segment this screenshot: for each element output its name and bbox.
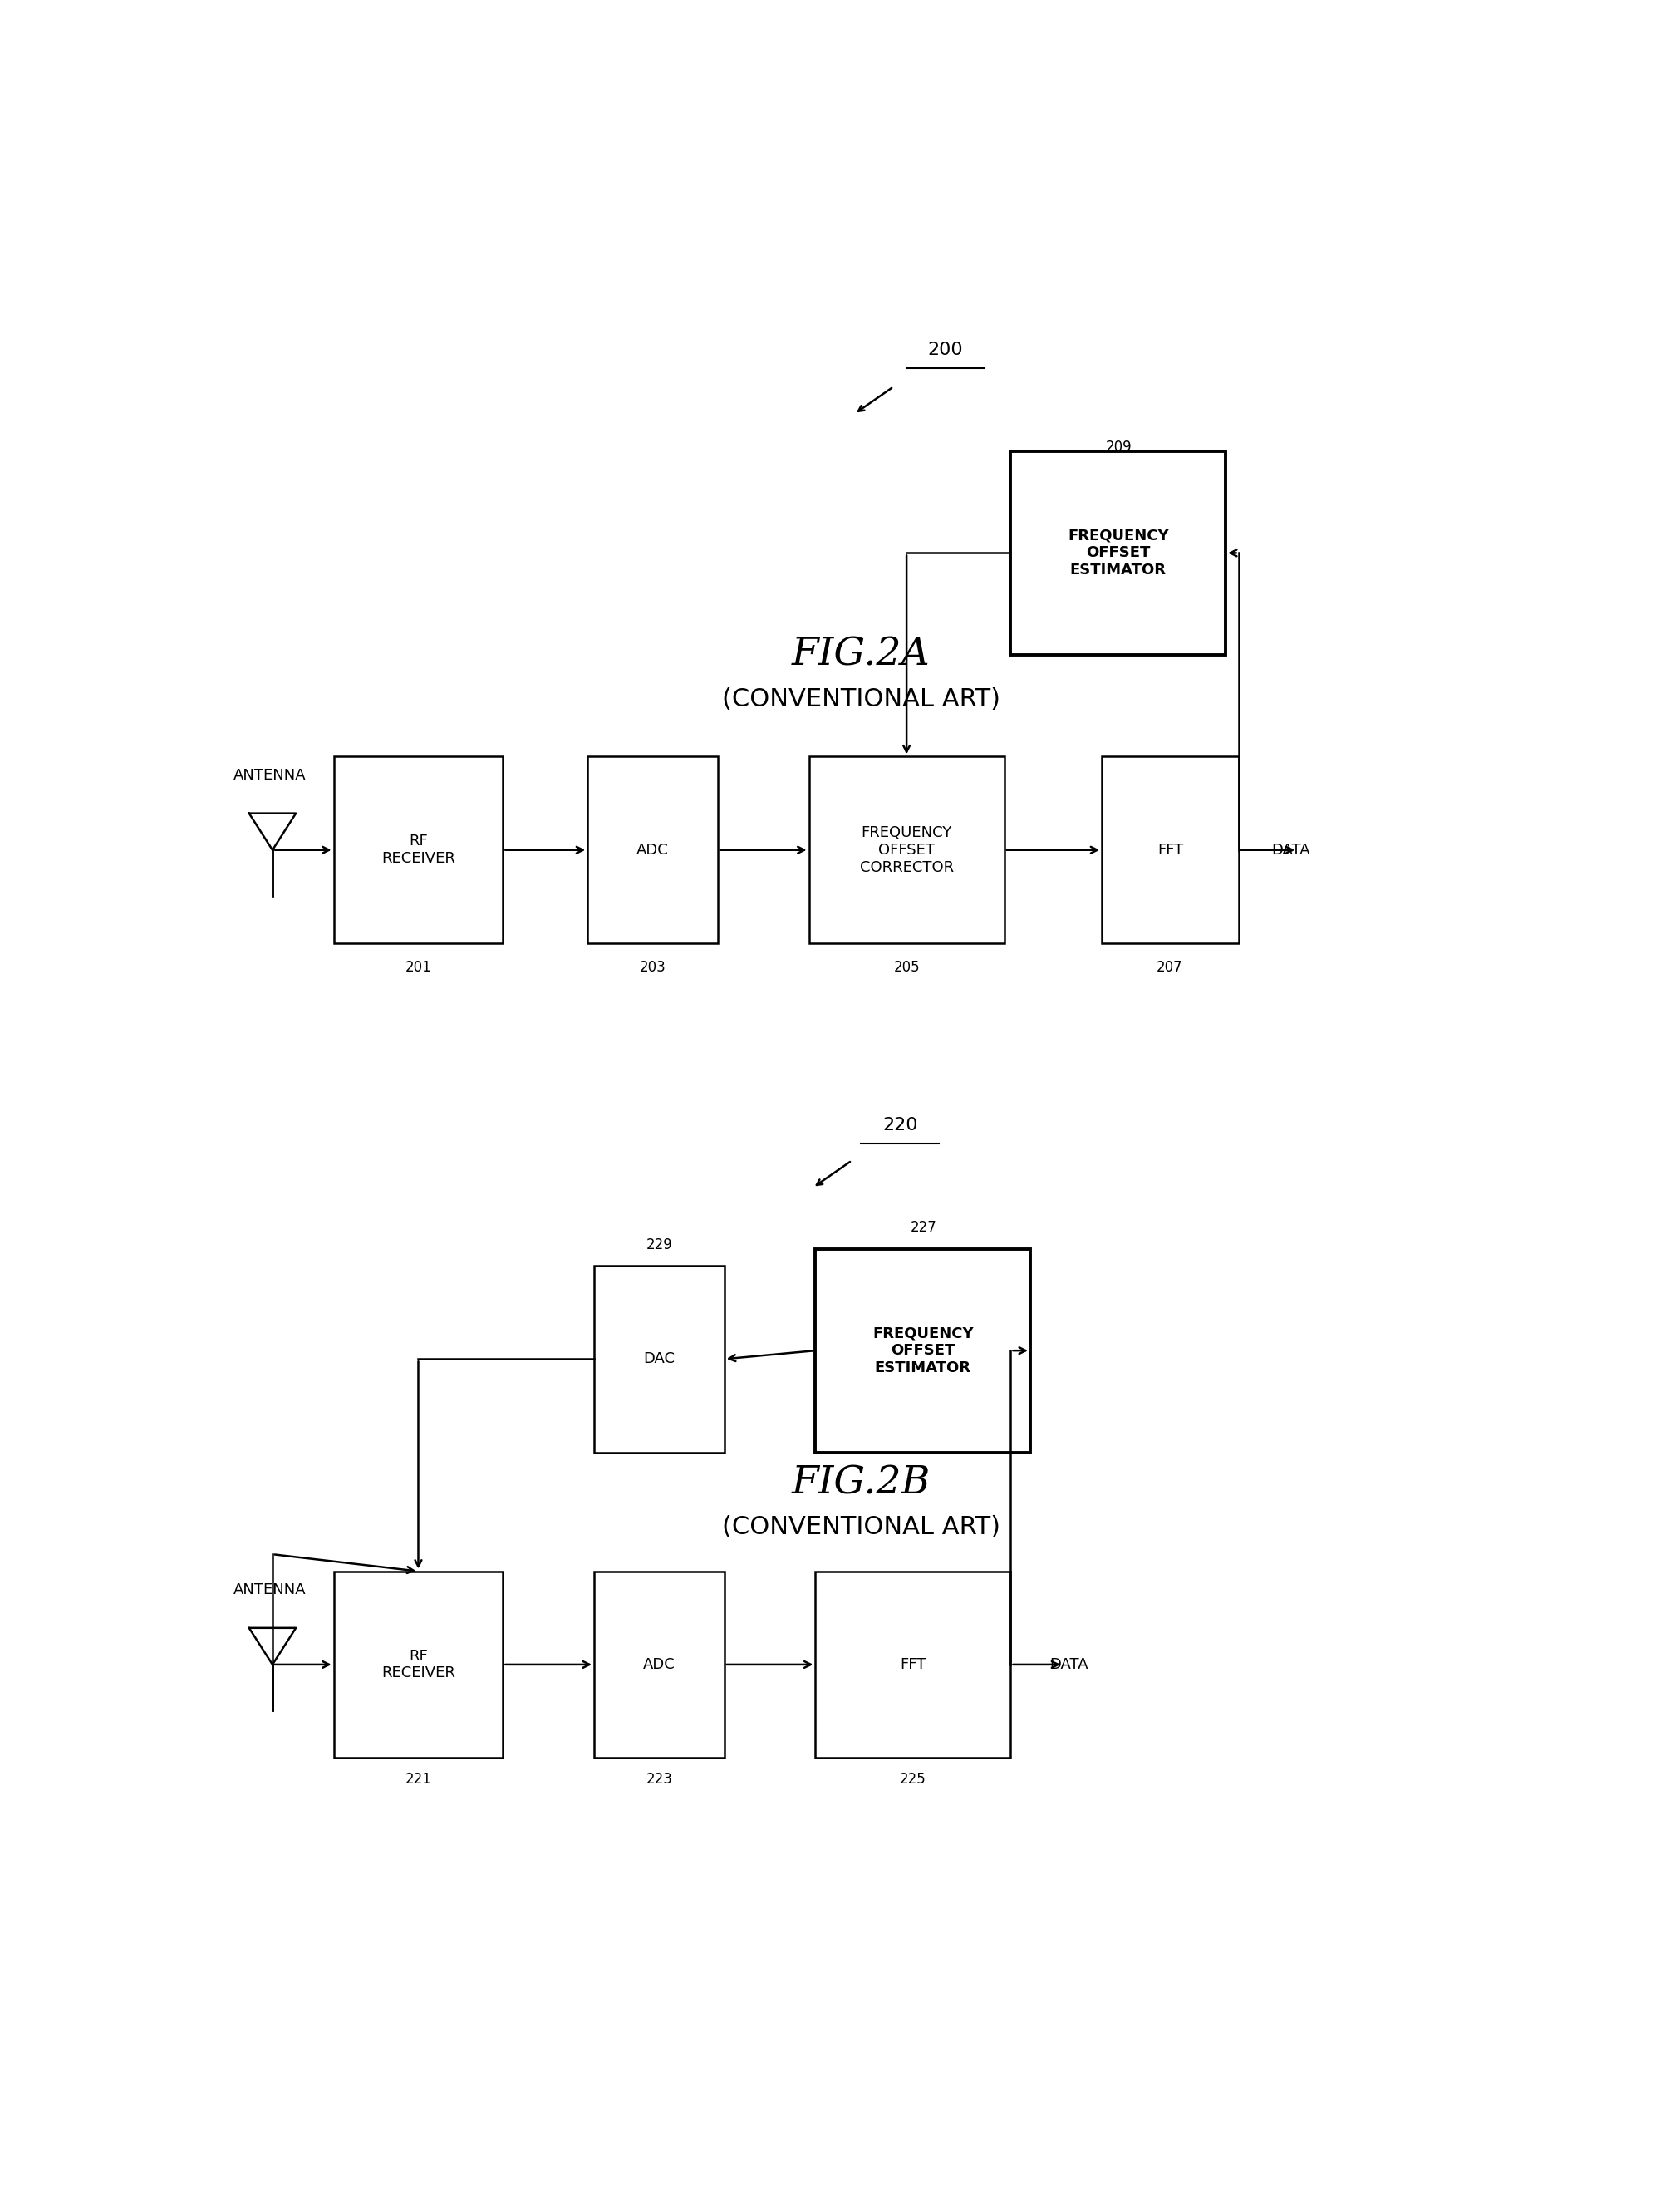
- Text: DATA: DATA: [1050, 1657, 1089, 1673]
- Text: 203: 203: [640, 961, 665, 974]
- Text: (CONVENTIONAL ART): (CONVENTIONAL ART): [722, 688, 1000, 712]
- Text: 223: 223: [645, 1772, 672, 1787]
- Bar: [815, 1250, 1030, 1452]
- Text: ADC: ADC: [637, 842, 669, 857]
- Text: 220: 220: [882, 1117, 917, 1133]
- Text: FIG.2B: FIG.2B: [791, 1463, 931, 1501]
- Text: FREQUENCY
OFFSET
ESTIMATOR: FREQUENCY OFFSET ESTIMATOR: [1067, 529, 1169, 577]
- Text: FIG.2A: FIG.2A: [791, 637, 931, 674]
- Text: FREQUENCY
OFFSET
CORRECTOR: FREQUENCY OFFSET CORRECTOR: [860, 824, 954, 875]
- Text: 200: 200: [927, 342, 963, 357]
- Text: 209: 209: [1105, 439, 1132, 454]
- Bar: [810, 756, 1005, 943]
- Bar: [595, 1265, 724, 1452]
- Bar: [588, 756, 717, 943]
- Text: ADC: ADC: [643, 1657, 675, 1673]
- Text: FREQUENCY
OFFSET
ESTIMATOR: FREQUENCY OFFSET ESTIMATOR: [872, 1327, 973, 1375]
- Bar: [595, 1571, 724, 1759]
- Text: ANTENNA: ANTENNA: [234, 767, 306, 782]
- Bar: [815, 1571, 1011, 1759]
- Text: (CONVENTIONAL ART): (CONVENTIONAL ART): [722, 1514, 1000, 1538]
- Text: FFT: FFT: [900, 1657, 926, 1673]
- Text: 207: 207: [1156, 961, 1183, 974]
- Bar: [334, 1571, 502, 1759]
- Bar: [1011, 452, 1225, 655]
- Text: FFT: FFT: [1158, 842, 1183, 857]
- Text: 227: 227: [911, 1221, 937, 1234]
- Text: ANTENNA: ANTENNA: [234, 1582, 306, 1598]
- Text: RF
RECEIVER: RF RECEIVER: [381, 833, 455, 866]
- Text: 205: 205: [894, 961, 919, 974]
- Text: DAC: DAC: [643, 1351, 675, 1366]
- Text: 221: 221: [405, 1772, 432, 1787]
- Text: 201: 201: [405, 961, 432, 974]
- Bar: [334, 756, 502, 943]
- Text: DATA: DATA: [1272, 842, 1310, 857]
- Text: 225: 225: [900, 1772, 926, 1787]
- Text: 229: 229: [647, 1236, 672, 1252]
- Text: RF
RECEIVER: RF RECEIVER: [381, 1649, 455, 1682]
- Bar: [1102, 756, 1238, 943]
